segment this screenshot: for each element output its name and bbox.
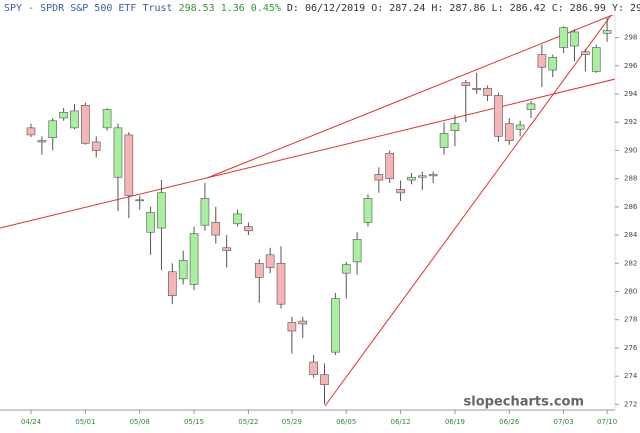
x-tick-label: 06/12 [390,418,410,426]
watermark: slopecharts.com [464,395,584,410]
header-item: C: 286.99 [552,3,606,14]
candle-body [385,152,395,179]
candle-body [178,260,188,280]
candle-body [102,109,112,129]
candle-body [363,198,373,223]
candle-body [298,320,308,325]
candle-body [581,51,590,55]
candle-body [254,262,264,278]
candle-body [570,31,579,47]
candle-body [233,213,242,225]
candle-body [374,174,384,181]
candle-body [515,124,525,130]
trendlines [0,15,615,407]
candle-body [157,192,166,229]
y-tick-label: 276 [624,344,638,352]
candle-body [548,57,558,71]
header-item: H: 287.86 [431,3,485,14]
candle-body [396,189,405,194]
candle-body [146,212,155,233]
candle-body [189,233,199,285]
candle-body [91,141,101,151]
trendline [0,78,615,229]
x-tick-label: 05/01 [75,418,95,426]
candle-body [320,374,329,385]
y-tick-label: 298 [624,34,637,42]
candle-body [37,140,47,143]
x-tick-label: 06/26 [499,418,520,426]
candle-body [341,264,351,274]
header-item: L: 286.42 [492,3,546,14]
header-item: D: 06/12/2019 [287,3,365,14]
y-tick-label: 282 [624,259,637,267]
y-tick-label: 278 [624,316,637,324]
trendline [324,15,612,407]
candle-body [113,127,123,178]
x-tick-label: 05/15 [184,418,204,426]
y-tick-label: 294 [624,90,638,98]
candle-body [450,123,460,131]
candle-body [428,174,438,177]
candle-body [494,95,503,137]
y-tick-label: 280 [624,288,637,296]
candle-body [59,112,68,119]
header-item: 1.36 [221,3,245,14]
y-tick-label: 290 [624,146,637,154]
x-tick-label: 06/05 [336,418,356,426]
header-title: SPY - SPDR S&P 500 ETF Trust [4,3,173,14]
y-tick-label: 286 [624,203,638,211]
candle-body [124,134,134,196]
x-tick-label: 05/08 [130,418,150,426]
y-tick-label: 296 [624,62,638,70]
candle-body [276,262,286,305]
candle-body [483,88,492,96]
candle-body [287,322,297,332]
candle-body [504,123,514,141]
candle-body [407,176,416,181]
candle-body [70,110,79,129]
candle-body [526,103,536,110]
x-tick-label: 06/19 [445,418,465,426]
x-tick-label: 05/29 [282,418,302,426]
candle-body [461,82,471,86]
candle-body [591,47,601,72]
candle-body [602,30,612,34]
candle-body [472,88,481,91]
candle-body [309,361,318,376]
header-item: 298.53 [179,3,215,14]
x-tick-label: 04/24 [21,418,42,426]
candle-body [439,133,449,148]
x-tick-label: 07/10 [597,418,617,426]
y-tick-label: 292 [624,118,637,126]
candle-body [211,222,221,236]
y-tick-label: 288 [624,175,637,183]
candle-body [222,247,231,251]
candle-body [26,127,36,136]
trendline [206,15,614,179]
header-item: 0.45% [251,3,281,14]
candle-body [559,27,568,48]
y-tick-label: 284 [624,231,638,239]
candle-body [81,104,90,144]
candle-body [48,120,58,139]
x-tick-label: 07/03 [554,418,574,426]
candle-body [135,199,144,202]
candle-body [265,254,275,268]
candle-body [168,271,177,297]
candle-body [537,54,547,68]
candle-body [418,175,427,178]
candle-body [200,198,210,226]
candle-body [352,239,362,263]
y-tick-label: 274 [624,372,638,380]
candle-body [331,298,340,353]
candle-body [244,226,253,232]
header-item: O: 287.24 [371,3,425,14]
y-tick-label: 272 [624,400,637,408]
x-tick-label: 05/22 [238,418,258,426]
header-item: Y: 297.51 [612,3,640,14]
